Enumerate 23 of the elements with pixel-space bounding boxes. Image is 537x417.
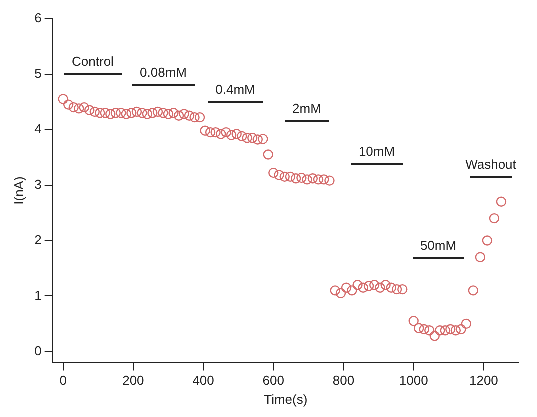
y-tick-label: 3 [34,176,42,192]
x-axis-title: Time(s) [264,392,308,407]
y-tick-label: 4 [34,121,42,136]
x-tick-label: 800 [332,373,355,388]
y-tick-label: 6 [34,10,42,26]
annotation: 0.08mM [139,65,188,81]
x-tick-label: 600 [262,373,284,388]
y-tick-label: 2 [34,232,42,248]
annotation: Washout [464,157,518,173]
annotation: 0.4mM [214,82,256,98]
x-tick-label: 1000 [399,373,428,388]
annotation: Control [71,54,115,70]
y-tick-label: 1 [34,288,42,303]
y-tick-label: 5 [34,66,42,81]
x-tick-label: 200 [122,373,144,388]
x-tick-label: 400 [192,373,214,388]
annotation: 2mM [292,101,322,117]
annotation: 50mM [419,238,458,254]
annotation: 10mM [358,144,396,160]
y-tick-label: 0 [34,343,42,358]
x-tick-label: 1200 [469,373,498,388]
x-tick-label: 0 [60,373,67,388]
y-axis-title: I(nA) [11,176,26,205]
